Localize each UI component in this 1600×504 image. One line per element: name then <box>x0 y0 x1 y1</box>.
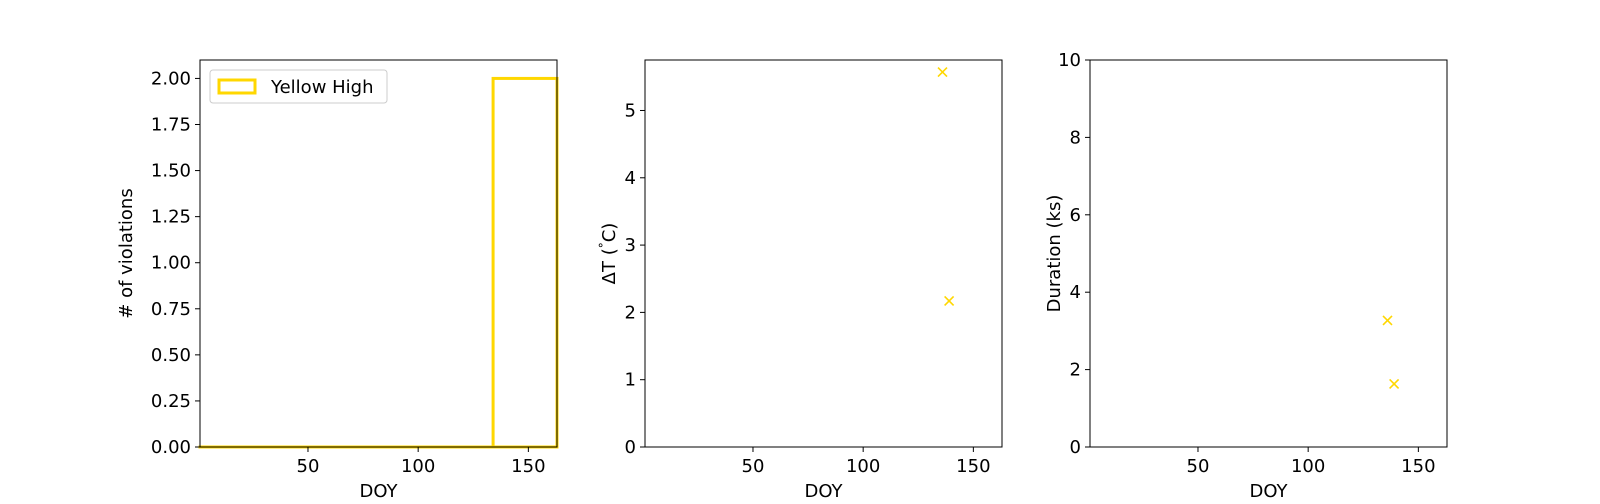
chart-panel-1: 50 100 150 0.00 0.25 0.50 0.75 1.00 1.25 1.50 1.75… <box>116 60 557 500</box>
x-tick-label: 150 <box>511 456 545 477</box>
y-tick-label: 1.00 <box>151 253 191 274</box>
y-axis-label: # of violations <box>116 188 137 318</box>
y-tick-label: 0 <box>1070 437 1081 458</box>
y-tick-label: 10 <box>1058 50 1081 71</box>
y-tick-label: 5 <box>625 100 636 121</box>
x-tick-label: 150 <box>956 456 990 477</box>
y-tick-label: 0.50 <box>151 345 191 366</box>
y-tick-label: 8 <box>1070 127 1081 148</box>
x-tick-label: 50 <box>297 456 320 477</box>
x-axis-label: DOY <box>804 481 843 500</box>
histogram-bar <box>493 78 557 447</box>
x-axis-label: DOY <box>359 481 398 500</box>
axes-frame <box>1090 60 1447 447</box>
x-tick-label: 150 <box>1401 456 1435 477</box>
y-tick-label: 2.00 <box>151 68 191 89</box>
legend: Yellow High <box>210 70 387 103</box>
scatter-point <box>1383 316 1392 325</box>
x-tick-label: 100 <box>1291 456 1325 477</box>
y-tick-label: 1.25 <box>151 207 191 228</box>
x-tick-label: 50 <box>1187 456 1210 477</box>
y-tick-label: 3 <box>625 235 636 256</box>
scatter-point <box>938 68 947 77</box>
axes-frame <box>200 60 557 447</box>
y-tick-label: 2 <box>625 302 636 323</box>
chart-panel-3: 50 100 150 0 2 4 6 8 10 DOY Duration (ks) <box>1044 50 1447 500</box>
x-axis-label: DOY <box>1249 481 1288 500</box>
x-tick-label: 100 <box>846 456 880 477</box>
x-tick-label: 50 <box>742 456 765 477</box>
legend-label: Yellow High <box>270 77 374 98</box>
y-tick-label: 1.50 <box>151 161 191 182</box>
y-tick-label: 2 <box>1070 360 1081 381</box>
y-tick-label: 0.00 <box>151 437 191 458</box>
y-axis-label: Duration (ks) <box>1044 195 1065 313</box>
axes-frame <box>645 60 1002 447</box>
y-tick-label: 1.75 <box>151 115 191 136</box>
scatter-point <box>945 296 954 305</box>
chart-panel-2: 50 100 150 0 1 2 3 4 5 DOY ΔT (°C) <box>597 60 1002 500</box>
y-tick-label: 0 <box>625 437 636 458</box>
x-tick-label: 100 <box>401 456 435 477</box>
y-tick-label: 4 <box>1070 282 1081 303</box>
y-tick-label: 1 <box>625 370 636 391</box>
y-axis-label: ΔT (°C) <box>597 223 620 285</box>
scatter-point <box>1390 379 1399 388</box>
y-tick-label: 6 <box>1070 205 1081 226</box>
y-tick-label: 4 <box>625 168 636 189</box>
y-tick-label: 0.75 <box>151 299 191 320</box>
y-tick-label: 0.25 <box>151 391 191 412</box>
